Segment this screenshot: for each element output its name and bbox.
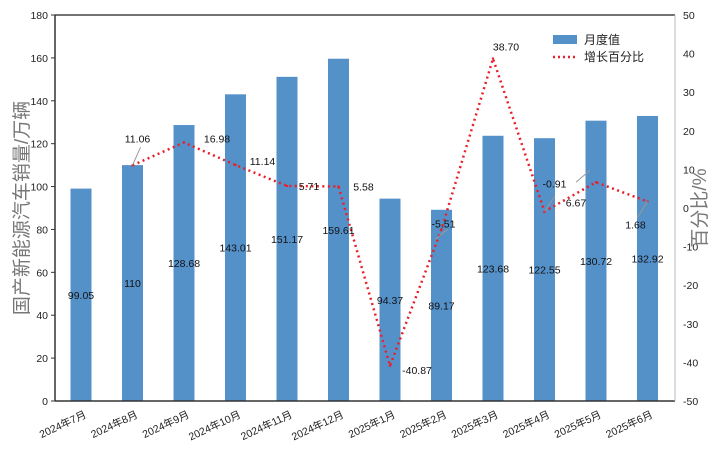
- bar: [328, 58, 349, 402]
- bar: [173, 125, 195, 401]
- y2-tick-label: -30: [683, 319, 698, 331]
- bar-data-label: 132.92: [631, 253, 663, 265]
- legend: 月度值 增长百分比: [553, 32, 644, 64]
- bar: [482, 135, 504, 401]
- growth-data-label: -0.91: [543, 179, 567, 191]
- bar-data-label: 94.37: [377, 295, 403, 307]
- growth-point: [491, 57, 495, 60]
- x-tick-label: 2025年4月: [501, 408, 552, 441]
- growth-data-label: 11.06: [125, 133, 151, 145]
- x-tick-label: 2024年8月: [89, 408, 140, 441]
- bar: [276, 76, 298, 401]
- growth-data-label: 5.58: [353, 181, 374, 193]
- bar-data-label: 110: [124, 278, 141, 290]
- y2-tick-label: 0: [683, 203, 689, 215]
- growth-line: [131, 54, 648, 370]
- label-leader: [132, 147, 141, 166]
- x-tick-label: 2025年6月: [604, 408, 655, 441]
- growth-point: [285, 184, 289, 188]
- growth-point: [234, 163, 237, 167]
- bar-data-label: 122.55: [528, 265, 560, 277]
- y2-tick-label: -40: [683, 357, 698, 369]
- y2-tick-label: 20: [683, 126, 695, 138]
- y2-tick-label: -20: [683, 280, 698, 292]
- bar-data-label: 159.61: [322, 225, 354, 237]
- growth-point: [337, 185, 340, 188]
- y-tick-label: 80: [36, 224, 48, 236]
- y2-tick-label: 50: [683, 10, 695, 22]
- x-tick-label: 2024年11月: [239, 408, 295, 443]
- x-tick-label: 2025年2月: [398, 408, 449, 441]
- bar-data-label: 123.68: [477, 263, 509, 275]
- y-tick-label: 40: [36, 310, 48, 322]
- y-tick-label: 180: [30, 10, 48, 22]
- bar: [379, 198, 401, 401]
- y-axis-title: 国产新能源汽车销量/万辆: [11, 101, 33, 315]
- y2-tick-label: 10: [683, 164, 695, 176]
- label-leader: [637, 201, 648, 218]
- y2-tick-label: 40: [683, 49, 695, 61]
- growth-data-label: 38.70: [493, 42, 519, 54]
- x-tick-label: 2024年12月: [289, 408, 345, 443]
- growth-point: [440, 228, 443, 231]
- x-tick-label: 2024年7月: [37, 408, 88, 441]
- growth-data-label: -5.51: [432, 218, 456, 230]
- y2-tick-label: -10: [683, 242, 698, 254]
- bar-data-label: 128.68: [168, 258, 200, 270]
- x-tick-label: 2024年10月: [186, 408, 242, 443]
- y-tick-label: 20: [36, 353, 48, 365]
- bar-data-label: 151.17: [271, 234, 303, 246]
- growth-data-label: 6.67: [566, 197, 587, 209]
- y2-axis-title: 百分比/%: [689, 168, 711, 247]
- growth-point: [182, 141, 186, 144]
- growth-data-label: 1.68: [625, 220, 646, 232]
- y-tick-label: 60: [36, 267, 48, 279]
- y-tick-label: 160: [30, 53, 48, 65]
- bar: [70, 188, 92, 401]
- x-tick-label: 2025年1月: [346, 408, 397, 441]
- growth-data-label: 5.71: [299, 181, 320, 193]
- legend-label-bar: 月度值: [584, 32, 620, 47]
- growth-data-label: 11.14: [250, 156, 276, 168]
- bar-data-label: 130.72: [580, 256, 612, 268]
- y-tick-label: 0: [42, 396, 48, 408]
- legend-swatch-bar: [553, 35, 577, 44]
- x-tick-label: 2024年9月: [140, 408, 191, 441]
- y-tick-label: 140: [30, 96, 48, 108]
- bar: [122, 165, 143, 401]
- y-tick-label: 100: [30, 182, 48, 194]
- bar: [225, 94, 246, 401]
- bar: [637, 115, 658, 401]
- label-leader: [575, 169, 591, 183]
- bar-data-label: 143.01: [219, 243, 251, 255]
- bar: [585, 120, 607, 401]
- legend-label-line: 增长百分比: [584, 50, 644, 64]
- bar: [431, 209, 452, 401]
- y2-tick-label: -50: [683, 396, 698, 408]
- y2-tick-label: 30: [683, 87, 695, 99]
- growth-point: [594, 181, 598, 184]
- growth-data-label: -40.87: [402, 365, 432, 377]
- bar-data-label: 89.17: [428, 300, 454, 312]
- y-tick-label: 120: [30, 139, 48, 151]
- x-tick-label: 2025年3月: [449, 408, 500, 441]
- x-tick-label: 2025年5月: [552, 408, 603, 441]
- label-leader: [435, 228, 448, 240]
- bar-data-label: 99.05: [68, 290, 94, 302]
- growth-data-label: 16.98: [204, 133, 230, 145]
- growth-point: [388, 364, 392, 367]
- label-leader: [544, 196, 555, 212]
